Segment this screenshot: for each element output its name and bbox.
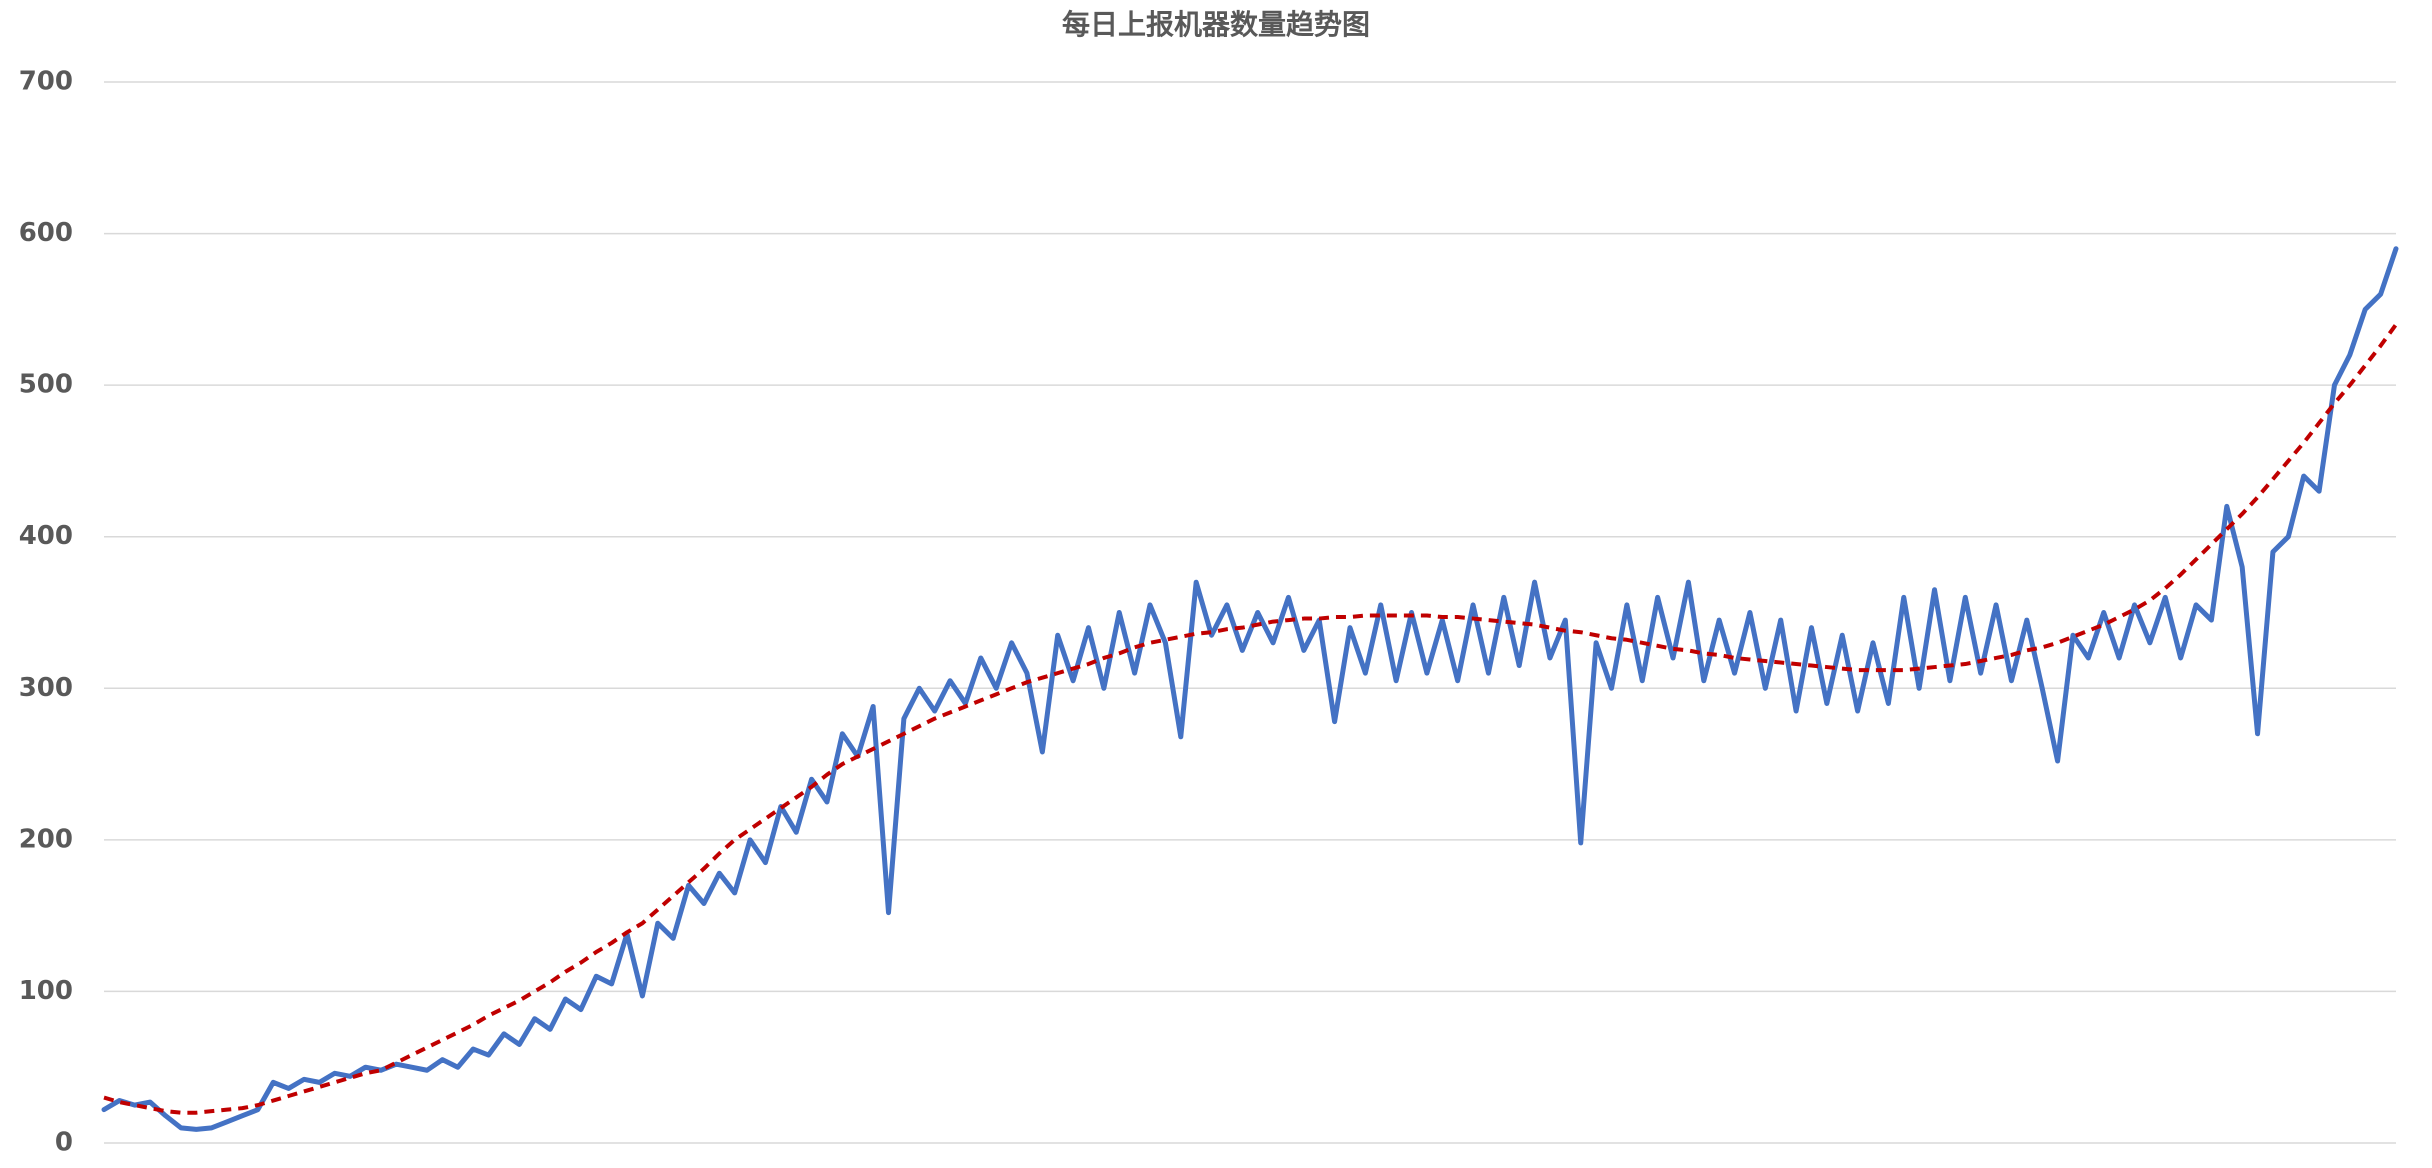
y-tick-label: 700 — [19, 67, 73, 97]
trend-line — [103, 323, 2398, 1115]
y-tick-label: 300 — [19, 673, 73, 703]
y-tick-label: 600 — [19, 218, 73, 248]
y-tick-label: 500 — [19, 370, 73, 400]
y-tick-label: 200 — [19, 824, 73, 854]
data-line — [101, 246, 2399, 1132]
y-tick-label: 0 — [55, 1128, 73, 1158]
y-tick-label: 100 — [19, 976, 73, 1006]
chart-title: 每日上报机器数量趋势图 — [1062, 8, 1370, 41]
y-tick-label: 400 — [19, 521, 73, 551]
